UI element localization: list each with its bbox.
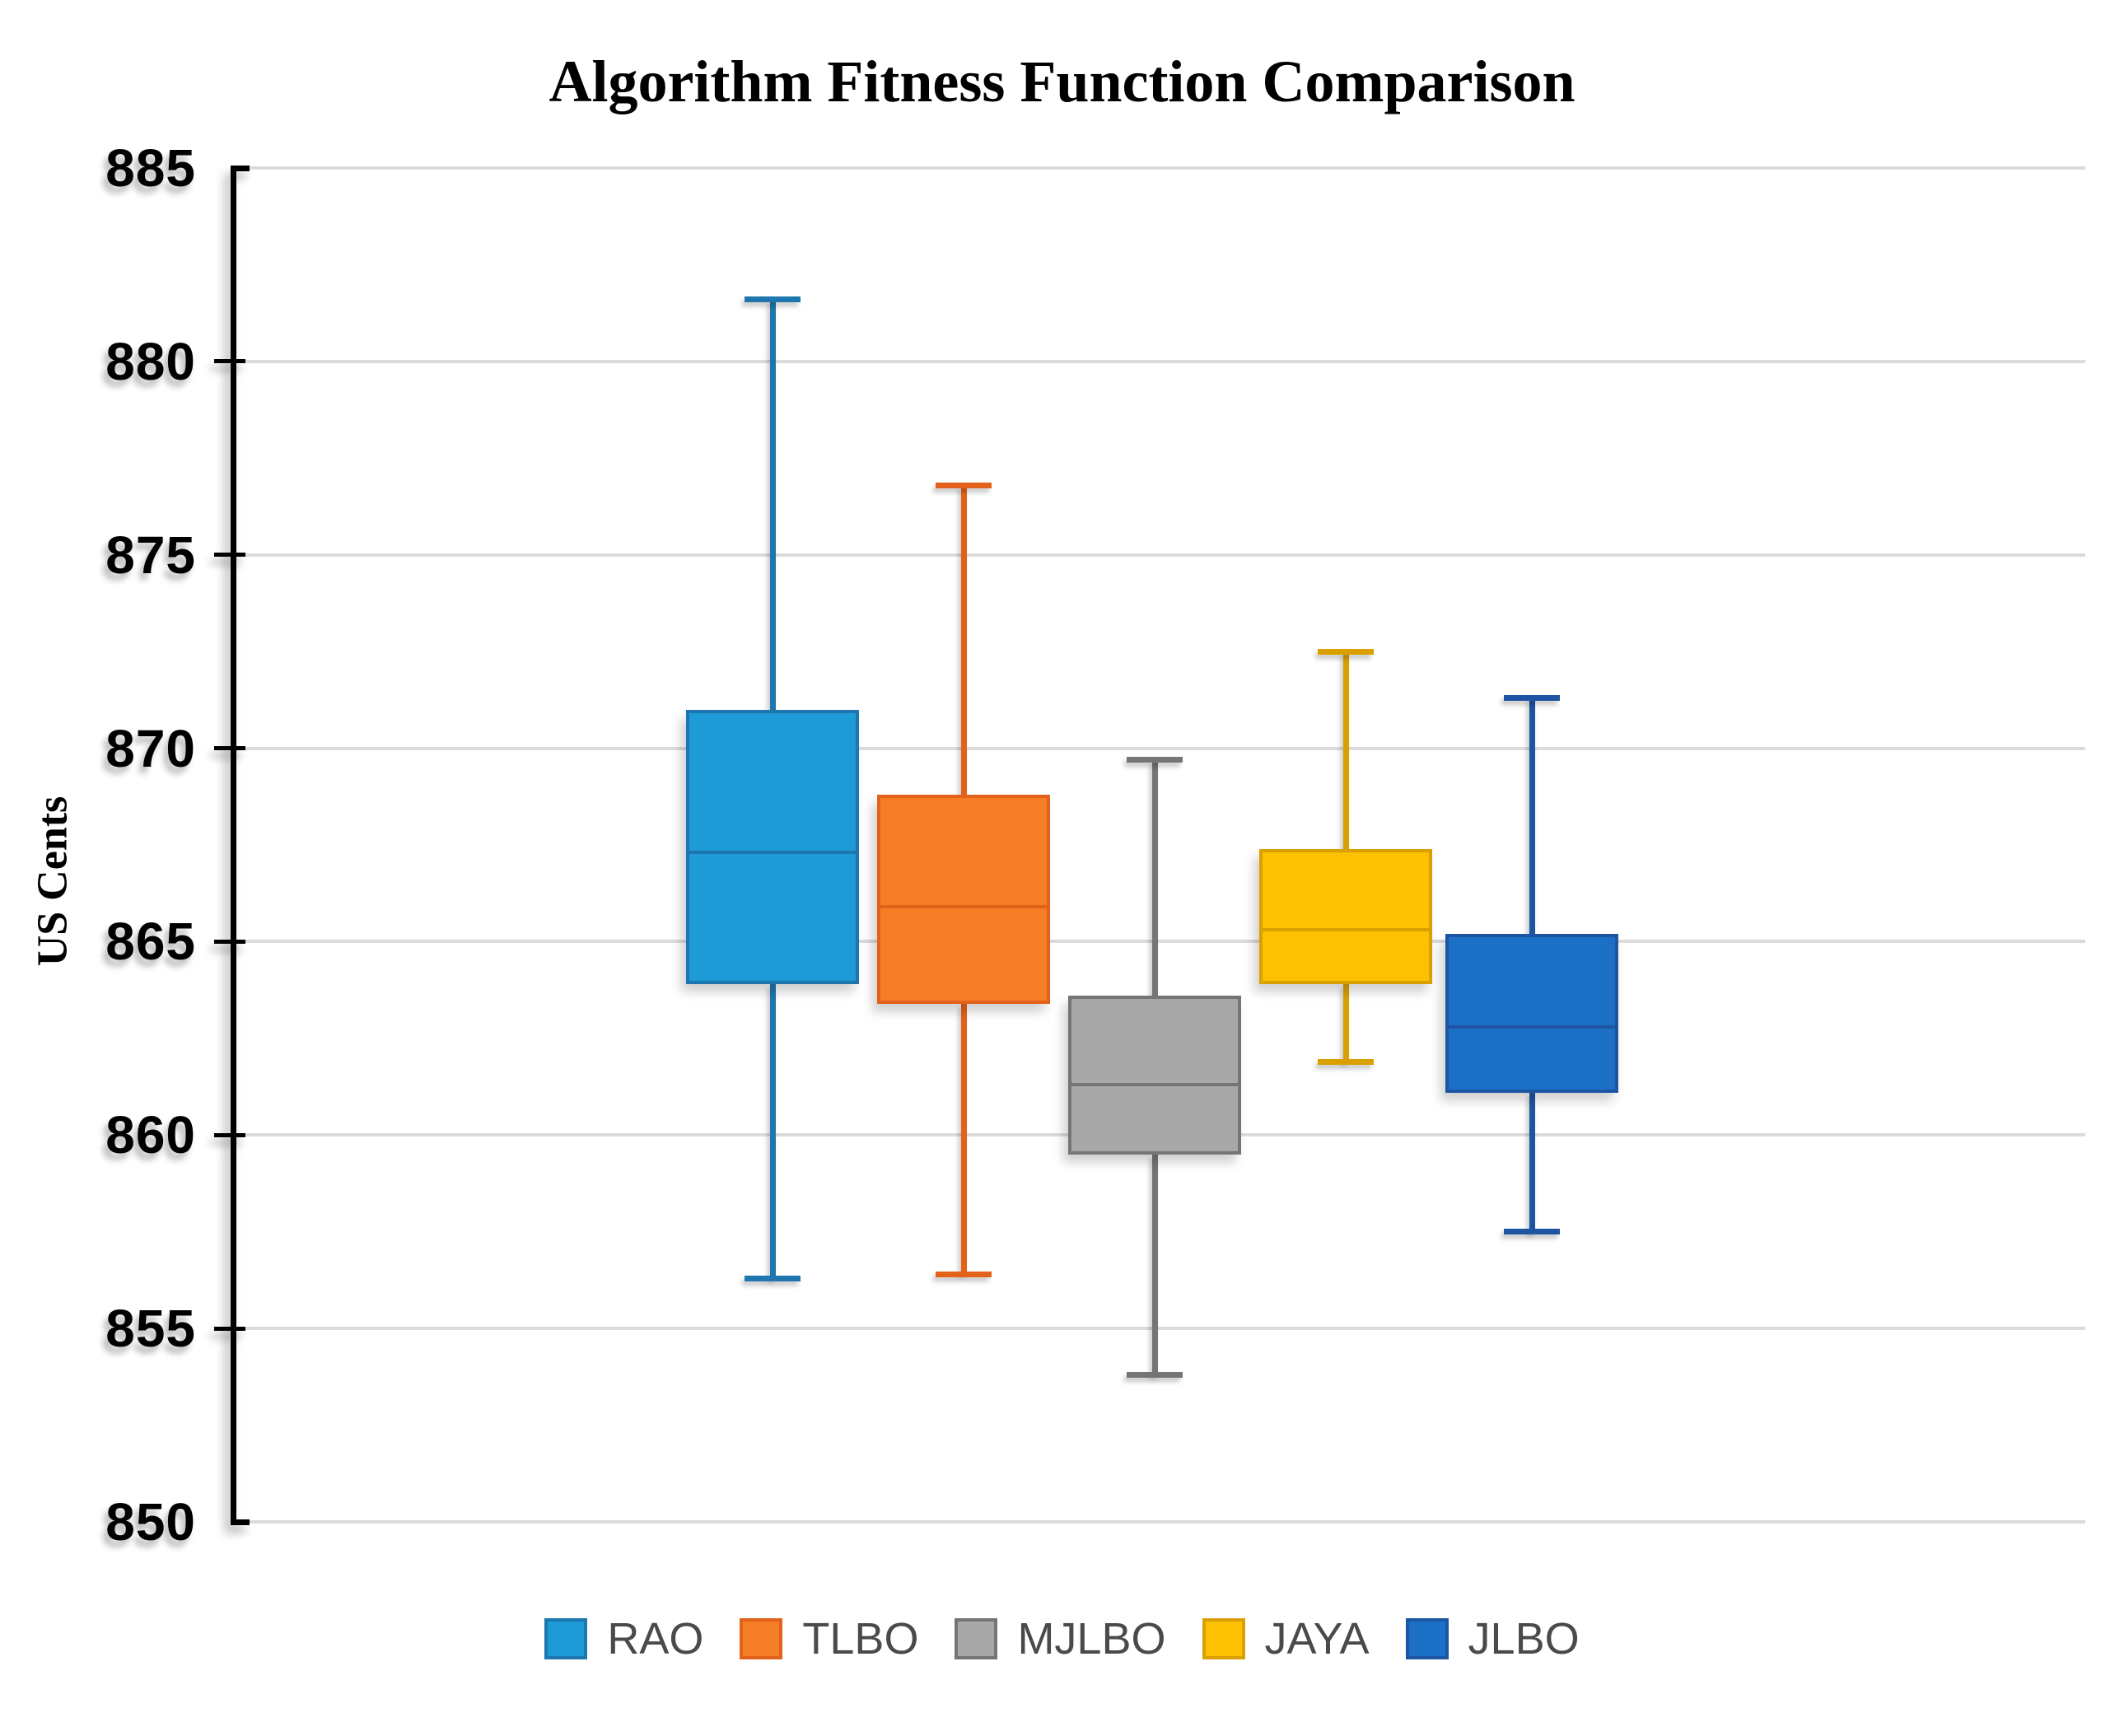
jaya-upper-whisker-cap [1318, 648, 1374, 655]
chart-title: Algorithm Fitness Function Comparison [549, 49, 1575, 114]
y-tick-880 [214, 359, 245, 364]
legend: RAO TLBO MJLBO JAYA JLBO [0, 1604, 2124, 1673]
gridline-880 [236, 359, 2085, 363]
jaya-lower-whisker-cap [1318, 1058, 1374, 1065]
legend-label-mjlbo: MJLBO [1017, 1614, 1166, 1664]
gridline-865 [236, 940, 2085, 944]
jlbo-upper-whisker-cap [1504, 695, 1560, 701]
y-tick-855 [214, 1326, 245, 1331]
legend-label-jaya: JAYA [1264, 1614, 1370, 1664]
mjlbo-median-line [1071, 1083, 1238, 1087]
legend-item-jlbo: JLBO [1405, 1614, 1580, 1664]
gridline-885 [236, 166, 2085, 170]
y-tick-label-850: 850 [105, 1492, 196, 1552]
jaya-upper-whisker-stem [1342, 651, 1349, 849]
gridline-855 [236, 1327, 2085, 1331]
tlbo-lower-whisker-cap [936, 1271, 992, 1277]
jaya-median-line [1263, 928, 1429, 932]
gridline-850 [236, 1520, 2085, 1524]
mjlbo-upper-whisker-stem [1151, 759, 1158, 996]
gridline-875 [236, 553, 2085, 557]
rao-lower-whisker-stem [769, 984, 776, 1279]
jlbo-lower-whisker-stem [1529, 1092, 1535, 1232]
y-tick-label-855: 855 [105, 1299, 196, 1359]
legend-label-rao: RAO [607, 1614, 704, 1664]
legend-swatch-rao [544, 1618, 588, 1659]
jaya-lower-whisker-stem [1342, 984, 1349, 1062]
mjlbo-lower-whisker-stem [1151, 1154, 1158, 1375]
y-tick-label-875: 875 [105, 525, 196, 585]
y-tick-885 [236, 165, 250, 171]
mjlbo-box [1068, 996, 1241, 1155]
rao-median-line [689, 851, 856, 855]
legend-label-jlbo: JLBO [1468, 1614, 1580, 1664]
tlbo-median-line [880, 905, 1047, 909]
rao-upper-whisker-cap [745, 296, 801, 303]
y-tick-860 [214, 1132, 245, 1137]
jaya-box [1259, 848, 1432, 985]
y-tick-label-885: 885 [105, 138, 196, 198]
rao-box [686, 709, 859, 985]
y-tick-label-880: 880 [105, 331, 196, 391]
jlbo-lower-whisker-cap [1504, 1229, 1560, 1235]
mjlbo-lower-whisker-cap [1127, 1372, 1183, 1378]
legend-item-tlbo: TLBO [740, 1617, 918, 1661]
jlbo-median-line [1449, 1024, 1615, 1029]
legend-item-rao: RAO [544, 1617, 703, 1661]
legend-swatch-jaya [1202, 1618, 1245, 1659]
gridline-870 [236, 746, 2085, 750]
tlbo-lower-whisker-stem [960, 1003, 967, 1275]
y-tick-875 [214, 553, 245, 558]
legend-swatch-tlbo [740, 1618, 783, 1659]
rao-upper-whisker-stem [769, 299, 776, 710]
tlbo-box [877, 794, 1050, 1004]
rao-lower-whisker-cap [745, 1275, 801, 1281]
jlbo-box [1445, 934, 1618, 1093]
y-tick-label-870: 870 [105, 718, 196, 778]
jlbo-upper-whisker-stem [1529, 698, 1535, 935]
tlbo-upper-whisker-stem [960, 485, 967, 795]
y-axis-line [231, 166, 236, 1525]
legend-item-mjlbo: MJLBO [955, 1614, 1166, 1664]
legend-swatch-mjlbo [955, 1618, 998, 1659]
y-tick-850 [236, 1519, 250, 1525]
y-tick-865 [214, 939, 245, 944]
tlbo-upper-whisker-cap [936, 482, 992, 488]
mjlbo-upper-whisker-cap [1127, 757, 1183, 763]
legend-label-tlbo: TLBO [802, 1614, 919, 1664]
legend-swatch-jlbo [1405, 1618, 1449, 1659]
y-tick-label-865: 865 [105, 912, 196, 972]
y-tick-870 [214, 746, 245, 751]
legend-item-jaya: JAYA [1202, 1617, 1370, 1661]
y-tick-label-860: 860 [105, 1105, 196, 1165]
